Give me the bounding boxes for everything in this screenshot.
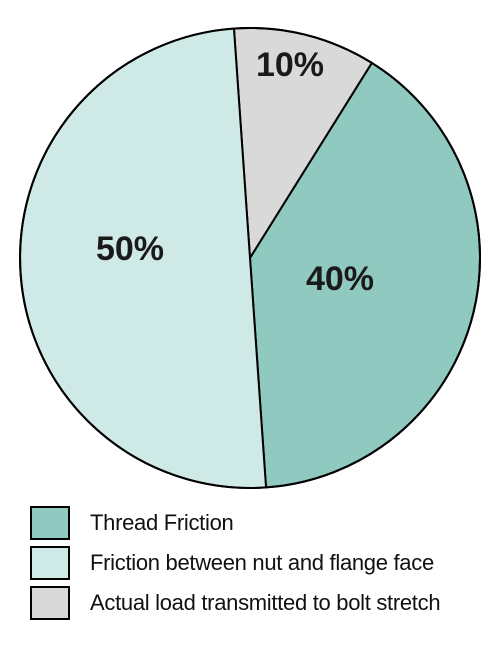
slice-label-nut_flange_friction: 50% <box>96 230 164 268</box>
slice-label-thread_friction: 40% <box>306 260 374 298</box>
legend-item-bolt-stretch-load: Actual load transmitted to bolt stretch <box>30 586 470 620</box>
legend-label: Thread Friction <box>90 510 233 536</box>
chart-container: 40% 50% 10% Thread Friction Friction betwe… <box>0 0 500 648</box>
legend-swatch <box>30 506 70 540</box>
legend-item-thread-friction: Thread Friction <box>30 506 470 540</box>
slice-label-bolt_stretch_load: 10% <box>256 46 324 84</box>
legend-swatch <box>30 546 70 580</box>
legend-label: Actual load transmitted to bolt stretch <box>90 590 440 616</box>
legend-swatch <box>30 586 70 620</box>
legend-label: Friction between nut and flange face <box>90 550 434 576</box>
pie-slices <box>20 28 480 488</box>
legend-item-nut-flange-friction: Friction between nut and flange face <box>30 546 470 580</box>
legend: Thread Friction Friction between nut and… <box>30 506 470 626</box>
pie-chart: 40% 50% 10% <box>0 0 500 520</box>
pie-chart-wrap: 40% 50% 10% <box>0 0 500 520</box>
